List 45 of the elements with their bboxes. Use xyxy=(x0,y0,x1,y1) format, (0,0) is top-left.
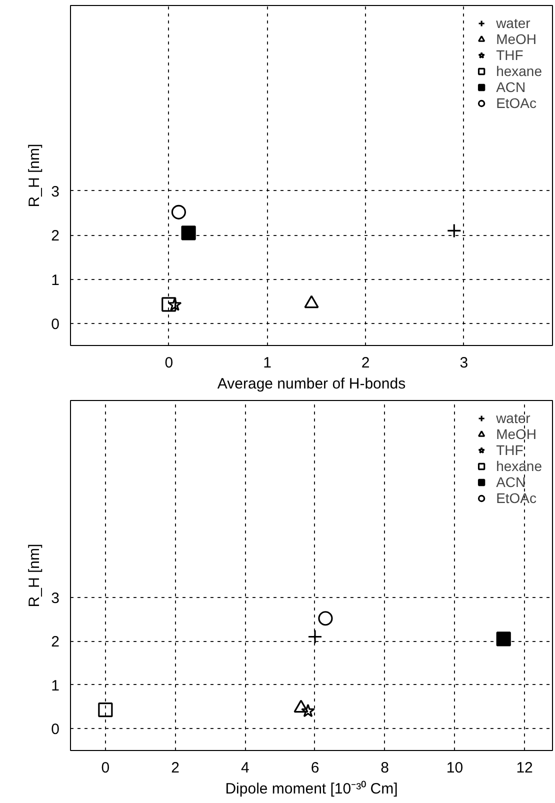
x-tick-label: 2 xyxy=(171,760,180,776)
x-axis-title: Dipole moment [10⁻³⁰ Cm] xyxy=(225,780,398,798)
x-axis-title: Average number of H-bonds xyxy=(217,376,406,392)
x-tick-label: 10 xyxy=(446,760,464,776)
y-tick-label: 2 xyxy=(51,228,60,245)
legend-label: hexane xyxy=(496,458,542,474)
point xyxy=(181,226,196,240)
x-tick-label: 0 xyxy=(164,354,174,372)
legend-label: ACN xyxy=(496,474,526,490)
point xyxy=(98,702,113,718)
y-axis-title: R_H [nm] xyxy=(26,144,44,208)
legend-label: THF xyxy=(496,442,524,458)
x-tick-label: 6 xyxy=(310,760,320,776)
x-tick-label: 1 xyxy=(263,354,272,372)
legend-label: MeOH xyxy=(496,31,537,47)
point xyxy=(294,700,308,713)
x-tick-label: 2 xyxy=(361,354,370,372)
legend-label: EtOAc xyxy=(496,490,537,506)
y-tick-label: 2 xyxy=(51,634,60,651)
y-tick-label: 3 xyxy=(51,183,60,200)
y-tick-label: 3 xyxy=(51,590,60,607)
point xyxy=(168,298,182,311)
legend-label: water xyxy=(496,15,530,31)
x-tick-label: 12 xyxy=(516,760,533,776)
point xyxy=(496,632,511,646)
legend-label: water xyxy=(496,410,530,426)
point xyxy=(301,704,315,718)
y-tick-label: 0 xyxy=(51,721,60,738)
legend-label: THF xyxy=(496,47,524,63)
legend-label: hexane xyxy=(496,63,542,79)
y-axis-title: R_H [nm] xyxy=(26,544,44,608)
x-tick-label: 0 xyxy=(101,760,110,776)
legend-label: ACN xyxy=(496,79,526,95)
x-tick-label: 4 xyxy=(240,760,250,776)
y-tick-label: 1 xyxy=(51,272,60,289)
y-tick-label: 1 xyxy=(51,677,60,694)
y-tick-label: 0 xyxy=(51,316,60,333)
point xyxy=(162,297,176,312)
legend-label: MeOH xyxy=(496,426,537,442)
point xyxy=(304,295,319,308)
x-tick-label: 8 xyxy=(380,760,390,776)
point xyxy=(318,611,333,626)
legend-label: EtOAc xyxy=(496,95,537,111)
point xyxy=(171,204,186,220)
x-tick-label: 3 xyxy=(460,354,468,372)
